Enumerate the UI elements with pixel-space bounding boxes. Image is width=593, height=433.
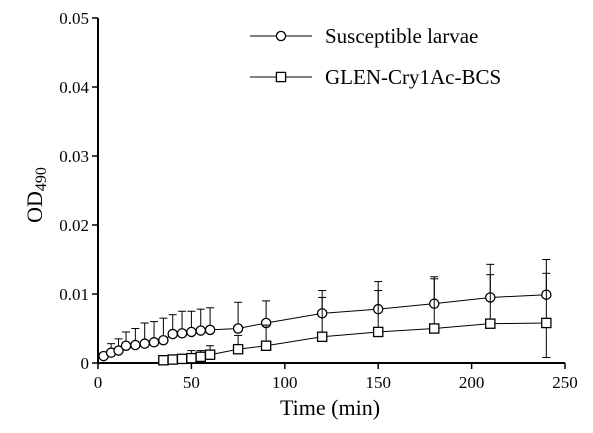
data-point-square [372,326,384,338]
y-tick-label: 0.03 [59,147,89,166]
y-axis-title-subscript: 490 [33,167,50,191]
data-point-circle [148,337,160,348]
data-point-square [158,354,169,366]
x-tick-label: 150 [365,373,391,392]
y-tick-label: 0.04 [59,78,89,97]
data-point-circle [120,340,132,351]
x-tick-label: 200 [459,373,485,392]
data-point-circle [158,334,169,346]
legend-marker-circle [275,30,287,42]
data-point-square [195,351,206,363]
data-point-square [167,354,178,365]
data-point-circle [167,328,178,340]
data-point-square [485,318,496,329]
data-point-square [176,353,188,365]
x-tick-label: 50 [183,373,200,392]
y-tick-label: 0 [81,354,90,373]
legend: Susceptible larvae GLEN-Cry1Ac-BCS [250,24,501,89]
plot-area [98,259,552,366]
y-axis-title: OD490 [22,167,50,223]
x-tick-label: 100 [272,373,298,392]
data-point-square [232,343,244,355]
data-point-circle [139,338,150,349]
x-tick-label: 250 [552,373,578,392]
series-line [103,294,547,357]
data-point-square [541,317,552,329]
y-tick-label: 0.01 [59,285,89,304]
data-point-square [204,349,216,360]
x-tick-label: 0 [94,373,103,392]
data-point-square [186,352,197,364]
data-point-circle [130,339,141,351]
data-point-circle [113,345,124,356]
data-point-square [428,323,440,334]
data-point-square [316,331,328,343]
data-point-circle [176,328,188,339]
y-tick-label: 0.02 [59,216,89,235]
y-tick-label: 0.05 [59,9,89,28]
data-point-circle [186,326,197,338]
series-square [158,272,552,366]
x-axis-title: Time (min) [280,395,380,420]
data-point-circle [204,324,216,336]
legend-label: Susceptible larvae [325,24,478,48]
data-point-square [260,340,272,351]
axis-ticks: 0 50 100 150 200 250 0 0.01 0.02 0.03 0.04 0.05 [59,9,578,392]
legend-marker-square [275,71,287,83]
series-circle [98,259,552,362]
data-point-circle [232,323,244,334]
legend-label: GLEN-Cry1Ac-BCS [325,65,501,89]
data-point-circle [195,325,206,336]
